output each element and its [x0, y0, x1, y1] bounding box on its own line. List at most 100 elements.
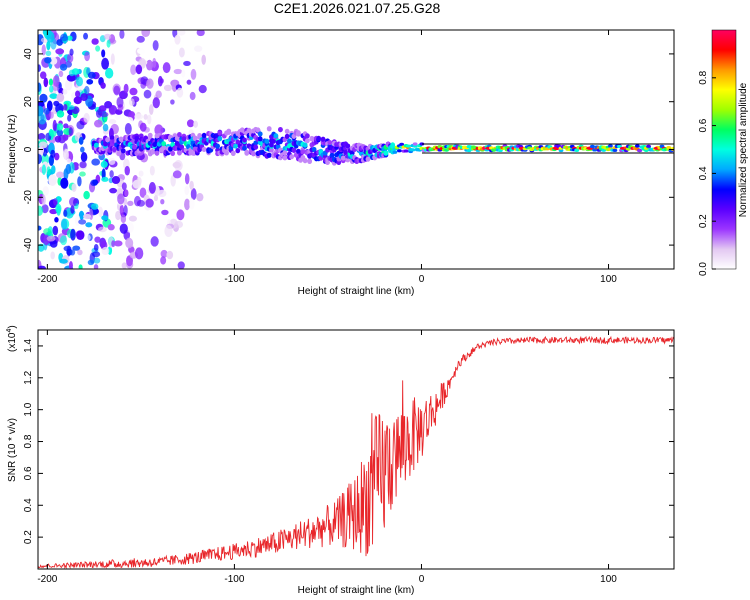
spectrogram-noise-cell — [93, 119, 103, 128]
y-tick-label: 40 — [23, 48, 34, 60]
spectrogram-noise-cell — [63, 245, 72, 252]
spectrogram-signal-cell — [224, 150, 229, 156]
spectrogram-noise-cell — [77, 176, 82, 187]
spectrogram-noise-cell — [94, 236, 101, 243]
spectrogram-signal-cell — [293, 152, 299, 158]
spectrogram-signal-cell — [188, 150, 194, 156]
spectrogram-noise-cell — [134, 113, 144, 120]
spectrogram-noise-cell — [53, 197, 58, 206]
spectrogram-noise-cell — [48, 174, 57, 186]
spectrogram-noise-cell — [108, 118, 117, 124]
colorbar-tick-label: 0.2 — [698, 214, 709, 228]
spectrogram-noise-cell — [48, 130, 57, 137]
spectrogram-noise-cell — [201, 54, 206, 65]
spectrogram-signal-cell — [302, 142, 308, 148]
spectrogram-noise-cell — [67, 104, 75, 110]
spectrogram-noise-cell — [38, 243, 45, 252]
x-tick-label: -200 — [37, 574, 57, 585]
spectrogram-signal-cell — [235, 148, 241, 154]
spectrogram-noise-cell — [54, 217, 59, 223]
spectrogram-noise-cell — [78, 219, 87, 225]
spectrogram-signal-cell — [266, 126, 272, 132]
spectrogram-noise-cell — [66, 158, 72, 164]
y-tick-label: 1.2 — [23, 370, 34, 384]
spectrogram-noise-cell — [161, 209, 169, 216]
spectrogram-signal-cell — [230, 150, 236, 156]
spectrogram-signal-cell — [253, 144, 259, 150]
spectrogram-noise-cell — [91, 158, 101, 166]
spectrogram-noise-cell — [177, 30, 186, 36]
snr-y-ticks: 0.2 0.4 0.6 0.8 1.0 1.2 1.4 — [23, 339, 674, 544]
spectrogram-noise-cell — [111, 176, 121, 185]
y-tick-label: -40 — [23, 237, 34, 252]
spectrogram-signal-cell — [266, 152, 272, 158]
spectrogram-noise-cell — [49, 239, 58, 248]
spectrogram-noise-cell — [148, 104, 154, 115]
spectrogram-signal-cell — [295, 131, 301, 137]
spectrogram-signal-cell — [403, 149, 409, 153]
spectrogram-noise-cell — [125, 237, 134, 249]
spectrogram-noise-cell — [66, 35, 73, 41]
spectrogram-noise-cell — [172, 170, 182, 179]
spectrogram-noise-cell — [79, 171, 86, 177]
spectrogram-noise-cell — [39, 93, 48, 103]
spectrogram-noise-cell — [116, 96, 124, 108]
spectrogram-noise-cell — [196, 30, 205, 37]
spectrogram-noise-cell — [98, 206, 103, 218]
spectrogram-noise-cell — [45, 50, 52, 57]
spectrogram-noise-cell — [63, 209, 68, 217]
spectrogram-noise-cell — [38, 64, 41, 72]
spectrogram-noise-cell — [123, 204, 128, 216]
spectrogram-noise-cell — [124, 189, 129, 197]
spectrogram-noise-cell — [60, 177, 69, 189]
spectrogram-noise-cell — [43, 108, 50, 115]
snr-frame — [37, 329, 675, 570]
spectrogram-noise-cell — [46, 235, 56, 242]
spectrogram-signal-cell — [116, 150, 122, 156]
spectrogram-signal-cell — [304, 133, 310, 139]
spectrogram-noise-cell — [181, 69, 186, 78]
spectrogram-signal-cell — [340, 155, 346, 161]
spectrogram-noise-cell — [68, 127, 74, 136]
spectrogram-noise-cell — [83, 213, 92, 220]
spectrogram-noise-cell — [186, 79, 192, 85]
spectrogram-noise-cell — [49, 111, 54, 119]
spectrogram-signal-cell — [383, 150, 389, 156]
colorbar-ticks: 0.0 0.2 0.4 0.6 0.8 — [698, 70, 716, 276]
spectrogram-signal-cell — [405, 144, 411, 148]
spectrogram-noise-cell — [119, 223, 128, 234]
spectrogram-noise-cell — [80, 152, 88, 163]
snr-y-label: SNR (10 * v/v) — [7, 418, 18, 482]
snr-x-ticks: -200 -100 0 100 — [37, 330, 617, 585]
snr-panel: -200 -100 0 100 0.2 0.4 0.6 0.8 1.0 1.2 1.4 Heigh… — [6, 325, 675, 596]
spectrogram-signal-cell — [235, 139, 241, 145]
spectrogram-noise-cell — [194, 45, 203, 52]
spectrogram-signal-cell — [251, 151, 256, 157]
spectrogram-noise-cell — [55, 48, 65, 55]
spectrogram-noise-cell — [162, 62, 171, 74]
spectrogram-y-label: Frequency (Hz) — [7, 115, 18, 184]
spectrogram-noise-cell — [38, 146, 44, 155]
spectrogram-noise-cell — [107, 224, 115, 231]
spectrogram-noise-cell — [80, 93, 88, 102]
spectrogram-noise-cell — [93, 257, 101, 264]
spectrogram-noise-cell — [44, 56, 52, 64]
colorbar-tick-label: 0.0 — [698, 262, 709, 276]
spectrogram-noise-cell — [160, 199, 165, 205]
x-tick-label: -100 — [224, 274, 244, 285]
spectrogram-signal-cell — [120, 148, 126, 154]
snr-series-line — [38, 335, 674, 569]
spectrogram-noise-cell — [86, 79, 94, 85]
spectrogram-noise-cell — [58, 70, 64, 78]
spectrogram-noise-cell — [75, 90, 81, 98]
spectrogram-noise-cell — [147, 114, 152, 125]
spectrogram-noise-cell — [41, 204, 49, 214]
spectrogram-noise-cell — [176, 209, 185, 221]
spectrogram-noise-cell — [98, 105, 107, 112]
spectrogram-signal-cell — [608, 144, 613, 148]
spectrogram-noise-cell — [72, 245, 81, 251]
spectrogram-noise-cell — [101, 215, 109, 221]
spectrogram-noise-cell — [78, 210, 85, 220]
spectrogram-noise-cell — [106, 39, 111, 48]
spectrogram-noise-cell — [56, 123, 64, 131]
